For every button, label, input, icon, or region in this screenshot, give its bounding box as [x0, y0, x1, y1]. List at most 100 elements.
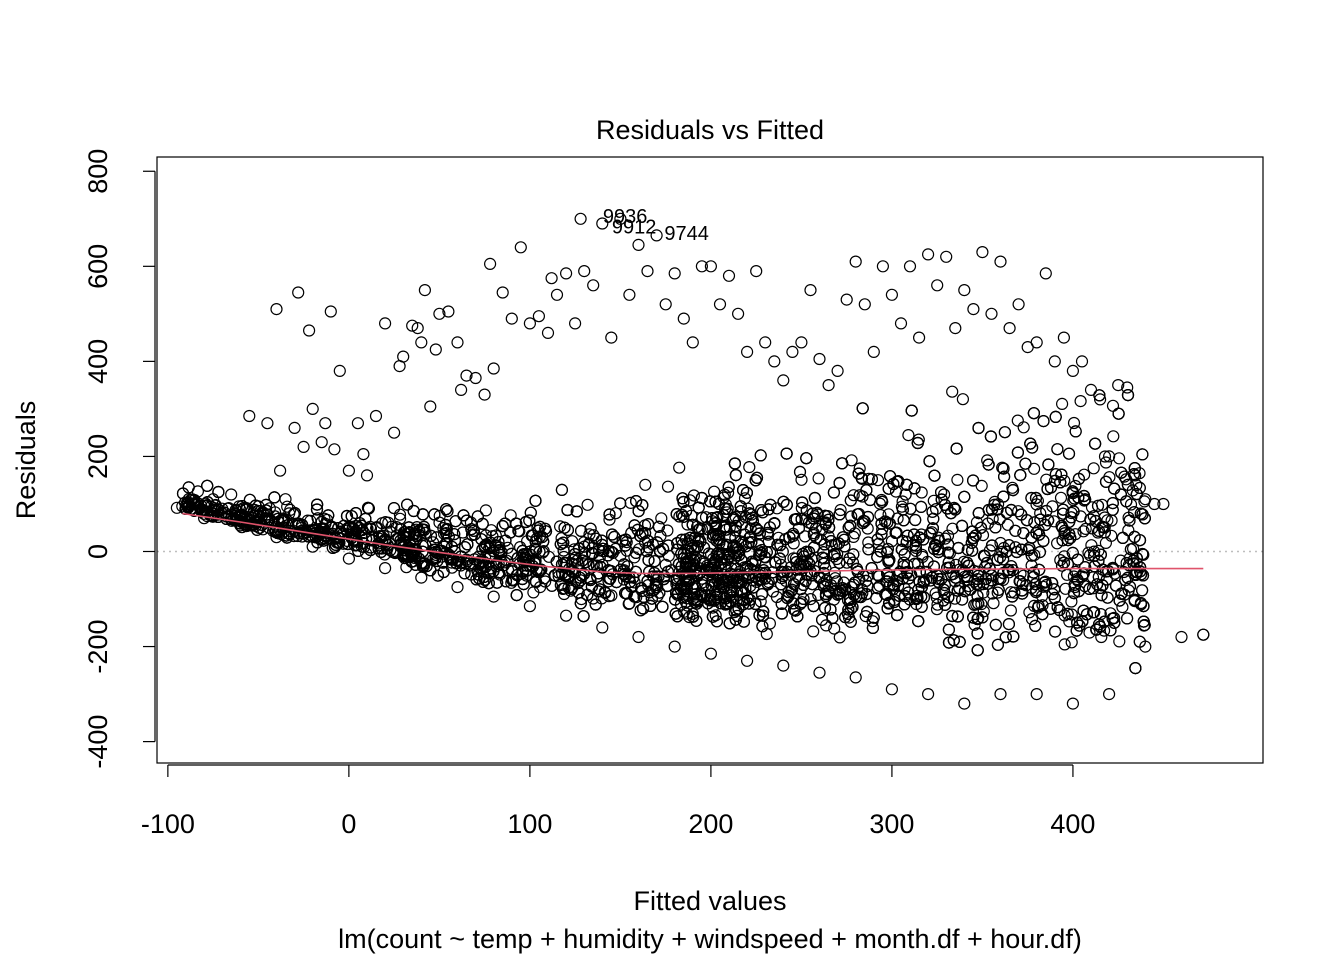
residual-point	[710, 534, 723, 547]
residual-point	[212, 510, 225, 524]
residual-point	[1056, 503, 1070, 516]
residual-point	[871, 568, 884, 582]
residual-point	[728, 457, 742, 470]
residual-point	[885, 683, 899, 696]
residual-point	[871, 550, 884, 564]
residual-point	[458, 541, 472, 554]
residual-point	[716, 547, 730, 560]
residual-point	[949, 322, 962, 335]
residual-point	[529, 543, 543, 557]
residual-point	[276, 514, 289, 527]
residual-point	[576, 554, 589, 567]
residual-point	[1112, 379, 1125, 392]
residual-point	[1061, 533, 1075, 547]
residual-point	[491, 576, 504, 589]
residual-point	[568, 566, 582, 579]
residual-point	[917, 533, 930, 546]
residual-point	[841, 607, 855, 620]
residual-point	[686, 610, 700, 623]
y-tick-label: 0	[83, 544, 113, 559]
residual-point	[328, 443, 341, 456]
residual-point	[661, 480, 675, 493]
residual-point	[826, 611, 839, 625]
residual-point	[806, 578, 819, 591]
residual-point	[670, 507, 683, 521]
residual-point	[905, 404, 918, 417]
residual-point	[493, 543, 506, 557]
residual-point	[1148, 497, 1161, 511]
residual-point	[677, 495, 690, 509]
residual-point	[510, 588, 523, 602]
residual-point	[989, 618, 1002, 631]
residual-point	[516, 572, 529, 586]
residual-point	[243, 409, 256, 423]
residual-point	[768, 355, 781, 368]
residual-point	[817, 546, 830, 559]
residual-point	[641, 518, 655, 531]
residual-point	[931, 598, 944, 611]
residual-point	[252, 500, 265, 513]
residual-point	[433, 307, 446, 320]
residual-point	[768, 517, 781, 530]
residual-point	[436, 556, 449, 569]
residual-point	[743, 507, 756, 520]
residual-point	[894, 317, 908, 330]
residual-point	[640, 545, 654, 558]
residual-point	[1055, 468, 1068, 481]
residual-point	[1108, 616, 1121, 629]
residual-point	[1055, 519, 1068, 533]
residual-point	[306, 524, 320, 537]
residual-point	[1129, 568, 1142, 582]
residual-point	[596, 621, 609, 634]
residual-point	[1048, 625, 1062, 638]
residual-point	[473, 572, 486, 585]
residual-point	[717, 591, 730, 604]
residual-point	[814, 533, 827, 546]
residual-point	[1113, 594, 1126, 607]
residual-point	[1027, 407, 1041, 420]
residual-point	[953, 635, 966, 649]
residual-point	[411, 322, 424, 335]
residual-point	[711, 511, 724, 524]
model-formula-subtitle: lm(count ~ temp + humidity + windspeed +…	[338, 924, 1082, 954]
residual-point	[1106, 497, 1119, 510]
residual-point	[577, 568, 591, 581]
residual-point	[608, 530, 621, 544]
residual-point	[441, 505, 454, 518]
residual-point	[397, 350, 410, 363]
residual-point	[722, 269, 736, 282]
residual-point	[183, 498, 196, 511]
residual-point	[742, 568, 755, 581]
residual-point	[620, 587, 633, 600]
residual-point	[997, 470, 1011, 483]
residual-point	[455, 383, 468, 396]
residual-point	[636, 602, 650, 615]
residual-point	[369, 409, 383, 423]
residual-point	[926, 505, 939, 518]
residual-point	[842, 521, 855, 534]
residual-point	[914, 500, 928, 513]
residual-point	[1038, 576, 1051, 589]
residual-point	[1106, 503, 1119, 516]
residual-point	[558, 521, 571, 534]
residual-point	[898, 598, 911, 611]
residual-point	[641, 574, 654, 588]
residual-point	[909, 544, 923, 558]
residual-point	[817, 566, 831, 580]
residual-point	[256, 506, 269, 519]
residual-point	[800, 545, 813, 558]
outlier-label: 9912	[612, 216, 657, 238]
residual-point	[900, 478, 913, 491]
residual-point	[1093, 393, 1107, 406]
residual-point	[1118, 470, 1131, 483]
residual-point	[941, 546, 955, 559]
residual-point	[1085, 501, 1099, 514]
residual-point	[288, 421, 301, 434]
residual-point	[871, 582, 884, 595]
x-tick-label: 400	[1050, 809, 1095, 839]
residual-point	[675, 508, 689, 521]
residual-point	[403, 526, 416, 539]
residual-point	[898, 548, 911, 561]
residual-point	[1075, 355, 1089, 368]
residual-point	[1157, 497, 1170, 511]
